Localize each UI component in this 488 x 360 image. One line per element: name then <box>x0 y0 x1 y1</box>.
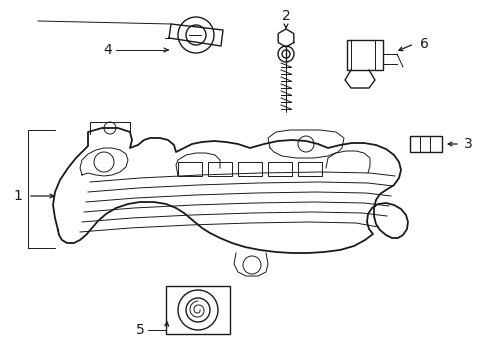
Text: 2: 2 <box>281 9 290 23</box>
Bar <box>267 162 291 176</box>
Text: 4: 4 <box>103 43 112 57</box>
Bar <box>409 136 441 152</box>
Bar <box>297 162 321 176</box>
Text: 6: 6 <box>419 37 427 51</box>
Bar <box>238 162 262 176</box>
Bar <box>165 286 229 334</box>
Text: 5: 5 <box>135 323 144 337</box>
Text: 3: 3 <box>463 137 471 151</box>
Bar <box>178 162 202 176</box>
Bar <box>207 162 231 176</box>
Bar <box>346 40 382 70</box>
Text: 1: 1 <box>14 189 22 203</box>
